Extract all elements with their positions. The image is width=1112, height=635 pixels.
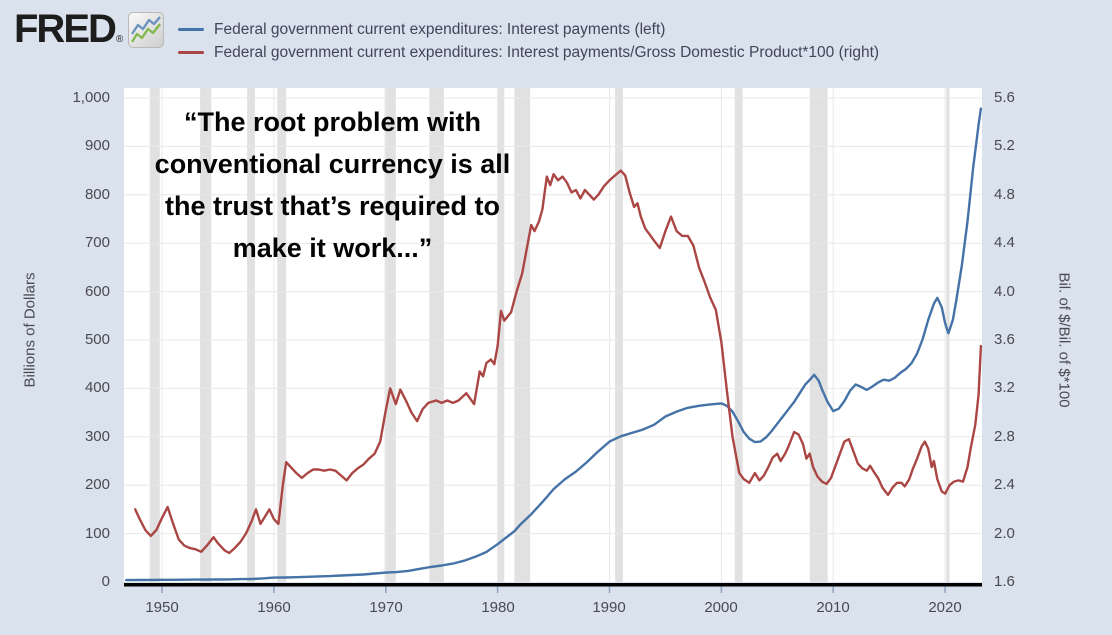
left-axis-tick-label: 1,000 — [72, 89, 110, 106]
x-axis-tick-label: 1970 — [369, 599, 403, 616]
left-axis-tick-label: 200 — [84, 476, 110, 493]
recession-band — [514, 88, 531, 582]
left-axis-tick-label: 500 — [84, 331, 110, 348]
registered-trademark-icon: ® — [115, 34, 124, 45]
left-axis-title: Billions of Dollars — [21, 272, 39, 388]
legend: Federal government current expenditures:… — [178, 18, 879, 64]
right-axis-tick-label: 4.0 — [994, 283, 1015, 300]
x-axis-tick-label: 1980 — [481, 599, 515, 616]
series-line-left — [124, 107, 983, 582]
right-axis-tick-label: 5.6 — [994, 89, 1015, 106]
right-axis-tick-label: 1.6 — [994, 573, 1015, 590]
quote-annotation: “The root problem with conventional curr… — [125, 101, 540, 269]
recession-band — [615, 88, 623, 582]
x-axis-tick-label: 1960 — [257, 599, 291, 616]
recession-band — [946, 88, 950, 582]
legend-item-interest-payments: Federal government current expenditures:… — [178, 18, 879, 41]
left-axis-tick-label: 0 — [101, 573, 110, 590]
legend-swatch-blue — [178, 28, 204, 31]
right-axis-tick-label: 5.2 — [994, 137, 1015, 154]
left-axis-tick-label: 300 — [84, 428, 110, 445]
right-axis-tick-label: 3.2 — [994, 379, 1015, 396]
recession-band — [429, 88, 444, 582]
series-line-right — [133, 169, 983, 555]
x-axis-tick-label: 1950 — [145, 599, 179, 616]
x-axis-tick-label: 2010 — [816, 599, 850, 616]
recession-band — [734, 88, 743, 582]
left-axis-tick-label: 700 — [84, 234, 110, 251]
right-axis-tick-label: 2.4 — [994, 476, 1015, 493]
legend-label: Federal government current expenditures:… — [214, 20, 666, 38]
legend-swatch-red — [178, 51, 204, 54]
x-axis-tick-label: 1990 — [592, 599, 626, 616]
quote-line-1: “The root problem with — [184, 107, 481, 137]
right-axis-tick-label: 4.8 — [994, 186, 1015, 203]
legend-label: Federal government current expenditures:… — [214, 43, 880, 61]
right-axis-tick-label: 4.4 — [994, 234, 1015, 251]
recession-band — [809, 88, 828, 582]
quote-line-3: the trust that’s required to — [164, 191, 501, 221]
fred-chart-icon — [128, 12, 165, 48]
quote-line-2: conventional currency is all — [154, 149, 511, 179]
right-axis-title: Bil. of $/Bil. of $*100 — [1055, 272, 1073, 408]
recession-band — [384, 88, 396, 582]
recession-band — [200, 88, 212, 582]
left-axis-tick-label: 400 — [84, 379, 110, 396]
plot-background — [124, 88, 982, 582]
x-axis-tick-label: 2020 — [928, 599, 962, 616]
left-axis-tick-label: 900 — [84, 137, 110, 154]
left-axis-tick-label: 600 — [84, 283, 110, 300]
right-axis-tick-label: 2.8 — [994, 428, 1015, 445]
right-axis-tick-label: 2.0 — [994, 525, 1015, 542]
legend-item-interest-to-gdp: Federal government current expenditures:… — [178, 41, 879, 64]
x-axis-tick-label: 2000 — [704, 599, 738, 616]
left-axis-tick-label: 100 — [84, 525, 110, 542]
recession-band — [149, 88, 160, 582]
left-axis-tick-label: 800 — [84, 186, 110, 203]
fred-logo-text: FRED — [14, 7, 117, 51]
x-axis-line — [124, 583, 982, 587]
recession-band — [247, 88, 255, 582]
recession-band — [497, 88, 505, 582]
quote-line-4: make it work...” — [232, 233, 433, 263]
fred-logo: FRED ® — [14, 7, 165, 51]
recession-band — [277, 88, 287, 582]
right-axis-tick-label: 3.6 — [994, 331, 1015, 348]
